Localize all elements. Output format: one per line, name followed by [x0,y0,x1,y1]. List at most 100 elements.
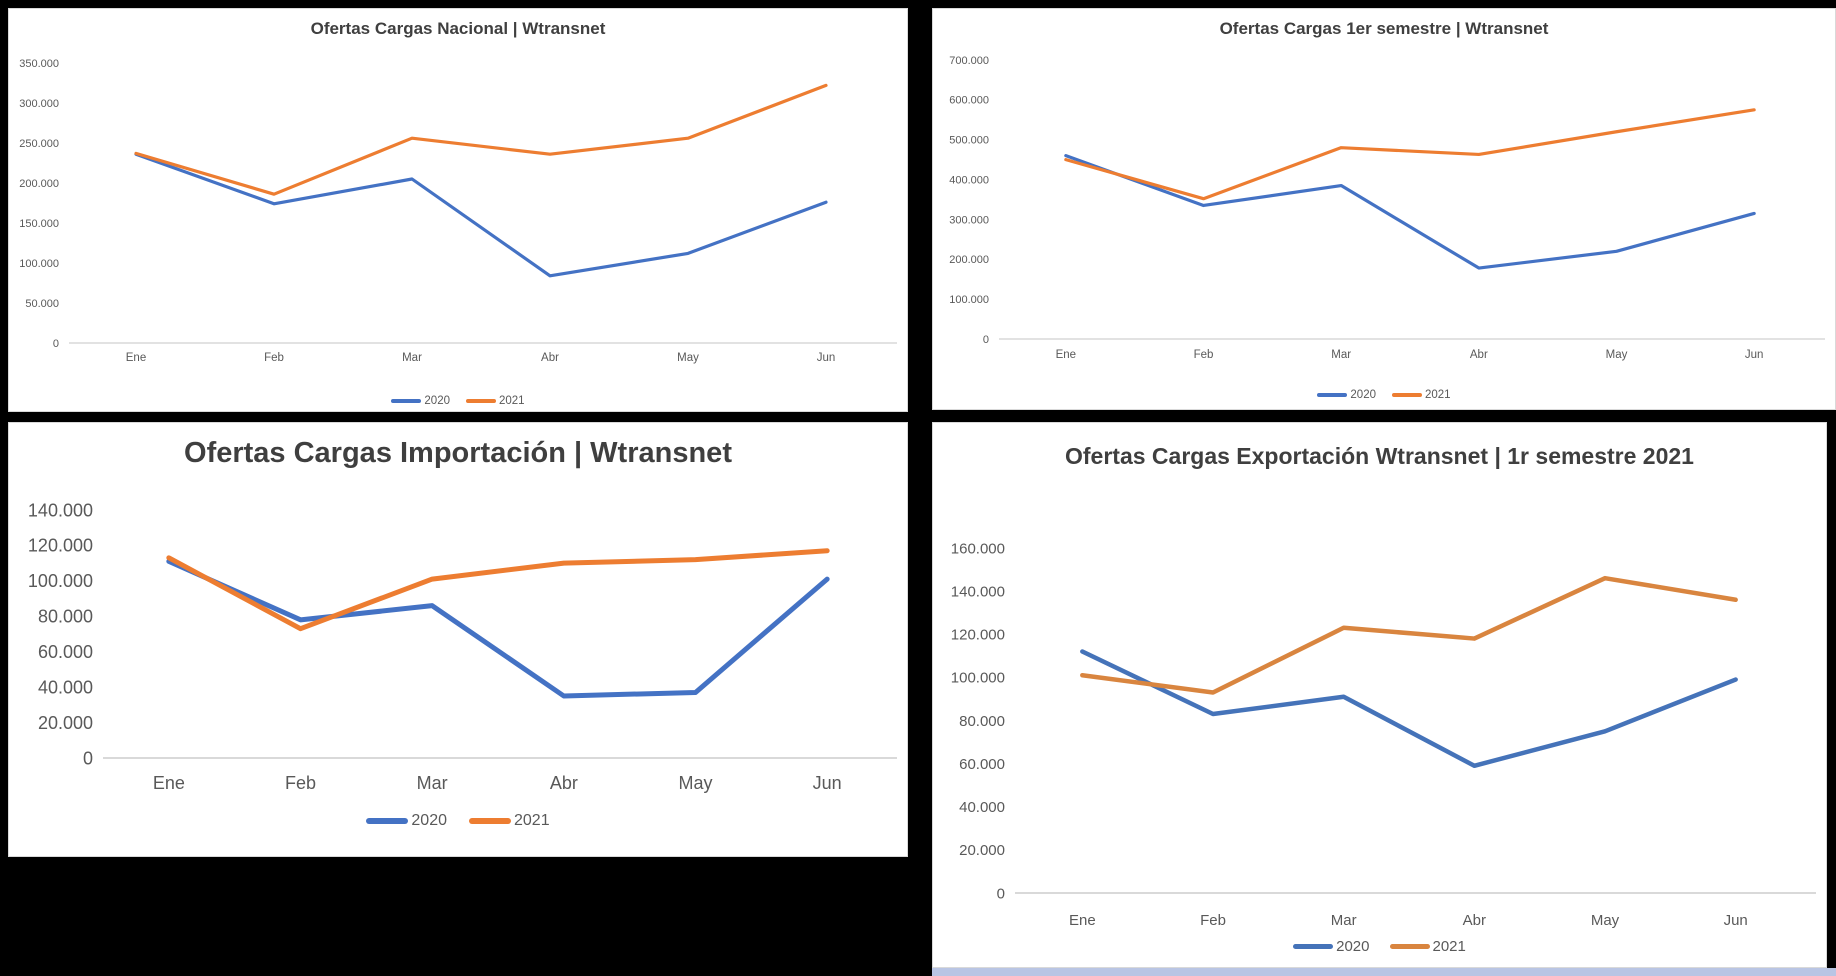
y-tick-label: 60.000 [38,642,93,662]
series-line-2020 [134,152,828,278]
y-tick-label: 300.000 [19,98,59,110]
x-axis-label: May [1606,349,1628,361]
x-axis-label: Ene [1069,912,1096,929]
line-chart-exportacion: 0 20.000 40.000 60.000 80.000 100.000 120.000 1… [951,540,1816,929]
x-axis-label: Abr [541,352,559,364]
series-line-2021 [134,83,828,196]
y-tick-label: 100.000 [28,571,93,591]
x-axis-label: Abr [1463,912,1486,929]
window-edge-strip [932,968,1836,976]
legend-item-2020: 2020 [1293,938,1370,955]
legend-item-2021: 2021 [469,812,550,830]
x-axis-label: Feb [1200,912,1226,929]
x-axis-label: Feb [1194,349,1214,361]
y-tick-label: 300.000 [949,214,989,226]
y-tick-label: 200.000 [949,254,989,266]
y-tick-label: 200.000 [19,178,59,190]
y-tick-label: 0 [983,334,989,346]
y-tick-label: 60.000 [959,756,1005,773]
legend-label-2020: 2020 [411,812,447,829]
y-tick-label: 160.000 [951,540,1005,557]
line-swatch-2021 [466,399,496,403]
legend-semestre: 2020 2021 [933,389,1835,401]
y-tick-label: 120.000 [28,536,93,556]
y-tick-label: 140.000 [951,583,1005,600]
legend-item-2020: 2020 [366,812,447,830]
chart-title-semestre: Ofertas Cargas 1er semestre | Wtransnet [1219,19,1549,38]
x-axis-label: May [678,773,712,793]
x-axis-label: Jun [813,773,842,793]
line-chart-nacional: 0 50.000 100.000 150.000 200.000 250.000 300.0… [19,58,897,364]
line-swatch-2021 [1392,393,1422,397]
y-tick-label: 500.000 [949,135,989,147]
chart-title-exportacion: Ofertas Cargas Exportación Wtransnet | 1… [1065,443,1694,469]
x-axis-label: Mar [417,773,448,793]
x-axis-label: Abr [1470,349,1488,361]
y-tick-label: 250.000 [19,138,59,150]
legend-label-2021: 2021 [499,395,525,407]
line-swatch-2020 [1317,393,1348,397]
y-tick-label: 100.000 [19,258,59,270]
legend-exportacion: 2020 2021 [933,938,1826,955]
y-tick-label: 80.000 [38,607,93,627]
y-tick-label: 140.000 [28,500,93,520]
line-swatch-2021 [469,818,511,824]
x-axis-label: May [1591,912,1620,929]
x-axis-label: May [677,352,699,364]
legend-label-2021: 2021 [1425,389,1451,401]
x-axis-label: Feb [285,773,316,793]
y-tick-label: 350.000 [19,58,59,70]
x-axis-label: Jun [1745,349,1764,361]
x-axis-label: Ene [1056,349,1076,361]
y-tick-label: 20.000 [38,713,93,733]
x-axis-label: Ene [153,773,185,793]
legend-label-2021: 2021 [514,812,550,829]
legend-item-2021: 2021 [466,395,525,407]
y-tick-label: 600.000 [949,95,989,107]
legend-item-2020: 2020 [391,395,450,407]
y-tick-label: 100.000 [949,294,989,306]
line-chart-semestre: 0 100.000 200.000 300.000 400.000 500.000 600.… [949,55,1825,361]
chart-title-importacion: Ofertas Cargas Importación | Wtransnet [184,437,732,469]
y-tick-label: 150.000 [19,218,59,230]
y-tick-label: 80.000 [959,713,1005,730]
chart-panel-nacional: Ofertas Cargas Nacional | Wtransnet 0 50.… [8,8,908,412]
line-swatch-2020 [1293,944,1334,949]
legend-label-2020: 2020 [424,395,450,407]
series-line-2021 [166,548,830,632]
legend-item-2020: 2020 [1317,389,1376,401]
x-axis-label: Mar [1331,912,1357,929]
legend-nacional: 2020 2021 [9,395,907,407]
series-line-2020 [1064,154,1756,270]
line-chart-importacion: 0 20.000 40.000 60.000 80.000 100.000 120.000 1… [28,500,897,793]
y-tick-label: 400.000 [949,174,989,186]
series-line-2021 [1080,575,1738,695]
y-tick-label: 0 [997,885,1005,902]
y-tick-label: 0 [83,748,93,768]
chart-panel-exportacion: Ofertas Cargas Exportación Wtransnet | 1… [932,422,1827,968]
y-tick-label: 20.000 [959,842,1005,859]
y-tick-label: 700.000 [949,55,989,67]
line-swatch-2020 [366,818,409,824]
legend-label-2020: 2020 [1336,938,1370,955]
x-axis-label: Feb [264,352,284,364]
y-tick-label: 100.000 [951,670,1005,687]
line-swatch-2020 [391,399,422,403]
chart-panel-importacion: Ofertas Cargas Importación | Wtransnet 0… [8,422,908,857]
y-tick-label: 40.000 [959,799,1005,816]
series-line-2020 [1080,649,1738,769]
x-axis-label: Jun [1724,912,1748,929]
chart-panel-semestre: Ofertas Cargas 1er semestre | Wtransnet … [932,8,1836,410]
x-axis-label: Ene [126,352,146,364]
x-axis-label: Abr [550,773,578,793]
legend-label-2021: 2021 [1432,938,1466,955]
series-line-2020 [166,558,830,699]
chart-title-nacional: Ofertas Cargas Nacional | Wtransnet [310,19,606,38]
legend-importacion: 2020 2021 [9,812,907,830]
x-axis-label: Mar [402,352,422,364]
x-axis-label: Mar [1331,349,1351,361]
y-tick-label: 0 [53,338,59,350]
y-tick-label: 40.000 [38,677,93,697]
line-swatch-2021 [1389,944,1430,949]
